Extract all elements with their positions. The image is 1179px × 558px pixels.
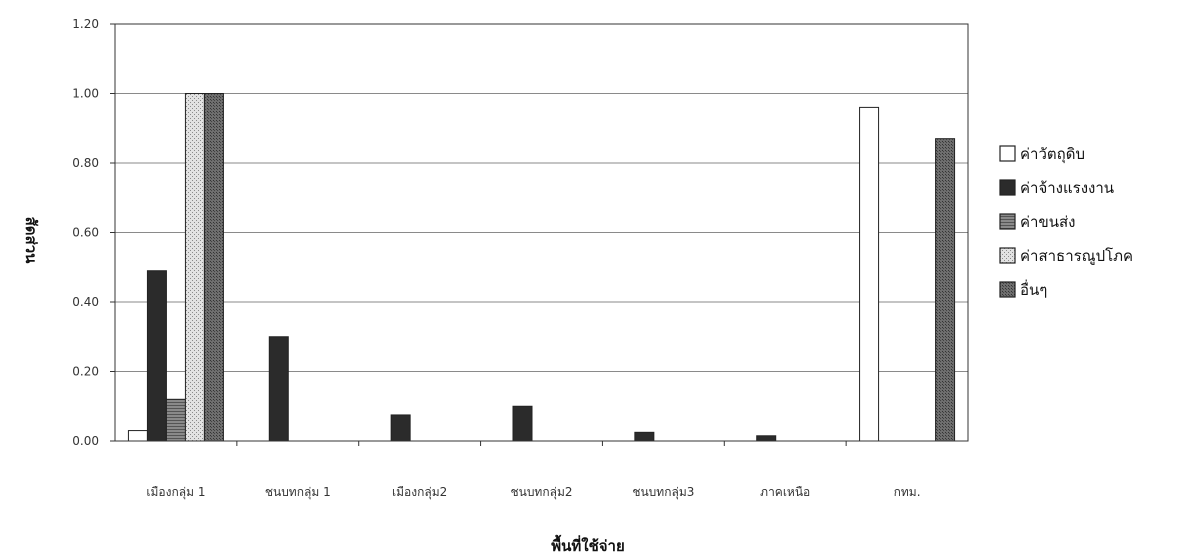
legend-label: ค่าวัตถุดิบ xyxy=(1020,145,1085,164)
gridlines xyxy=(110,23,968,442)
bar xyxy=(268,336,289,442)
x-tick-label: ชนบทกลุ่ม3 xyxy=(632,485,694,500)
y-axis-title: สัดส่วน xyxy=(22,217,40,264)
y-axis-tick-labels: 0.00 0.20 0.40 0.60 0.80 1.00 1.20 xyxy=(72,17,99,448)
bar xyxy=(756,435,777,442)
x-tick-label: ภาคเหนือ xyxy=(760,485,810,499)
y-tick-label: 0.20 xyxy=(72,365,99,379)
legend-label: ค่าจ้างแรงงาน xyxy=(1020,179,1114,197)
legend-swatch xyxy=(999,213,1016,230)
legend-label: ค่าสาธารณูปโภค xyxy=(1020,247,1133,265)
y-tick-label: 0.00 xyxy=(72,434,99,448)
y-tick-label: 1.00 xyxy=(72,87,99,101)
bar xyxy=(146,270,167,442)
bar xyxy=(390,414,411,442)
x-tick-label: กทม. xyxy=(894,485,921,499)
x-axis-tick-labels: เมืองกลุ่ม 1 ชนบทกลุ่ม 1 เมืองกลุ่ม2 ชนบทกล… xyxy=(146,485,920,500)
bar xyxy=(512,405,533,442)
legend-swatch xyxy=(999,145,1016,162)
x-tick-label: เมืองกลุ่ม2 xyxy=(392,485,447,500)
legend-label: ค่าขนส่ง xyxy=(1020,213,1075,231)
x-tick-label: ชนบทกลุ่ม 1 xyxy=(265,485,331,500)
bar xyxy=(127,430,148,442)
legend-swatch xyxy=(999,247,1016,264)
bar xyxy=(859,106,880,442)
bar xyxy=(935,138,956,442)
x-tick-label: ชนบทกลุ่ม2 xyxy=(510,485,572,500)
legend-swatch xyxy=(999,281,1016,298)
bar xyxy=(203,93,224,442)
bar xyxy=(184,93,205,442)
y-tick-label: 1.20 xyxy=(72,17,99,31)
y-tick-label: 0.80 xyxy=(72,156,99,170)
y-tick-label: 0.60 xyxy=(72,226,99,240)
legend: ค่าวัตถุดิบค่าจ้างแรงงานค่าขนส่งค่าสาธาร… xyxy=(999,145,1133,299)
plot-area-frame xyxy=(114,23,969,442)
y-tick-label: 0.40 xyxy=(72,295,99,309)
bar xyxy=(165,398,186,442)
bar xyxy=(634,431,655,442)
legend-label: อื่นๆ xyxy=(1020,279,1047,299)
x-axis-title: พื้นที่ใช้จ่าย xyxy=(551,534,625,555)
bars xyxy=(127,93,956,446)
x-tick-label: เมืองกลุ่ม 1 xyxy=(146,485,205,500)
legend-swatch xyxy=(999,179,1016,196)
